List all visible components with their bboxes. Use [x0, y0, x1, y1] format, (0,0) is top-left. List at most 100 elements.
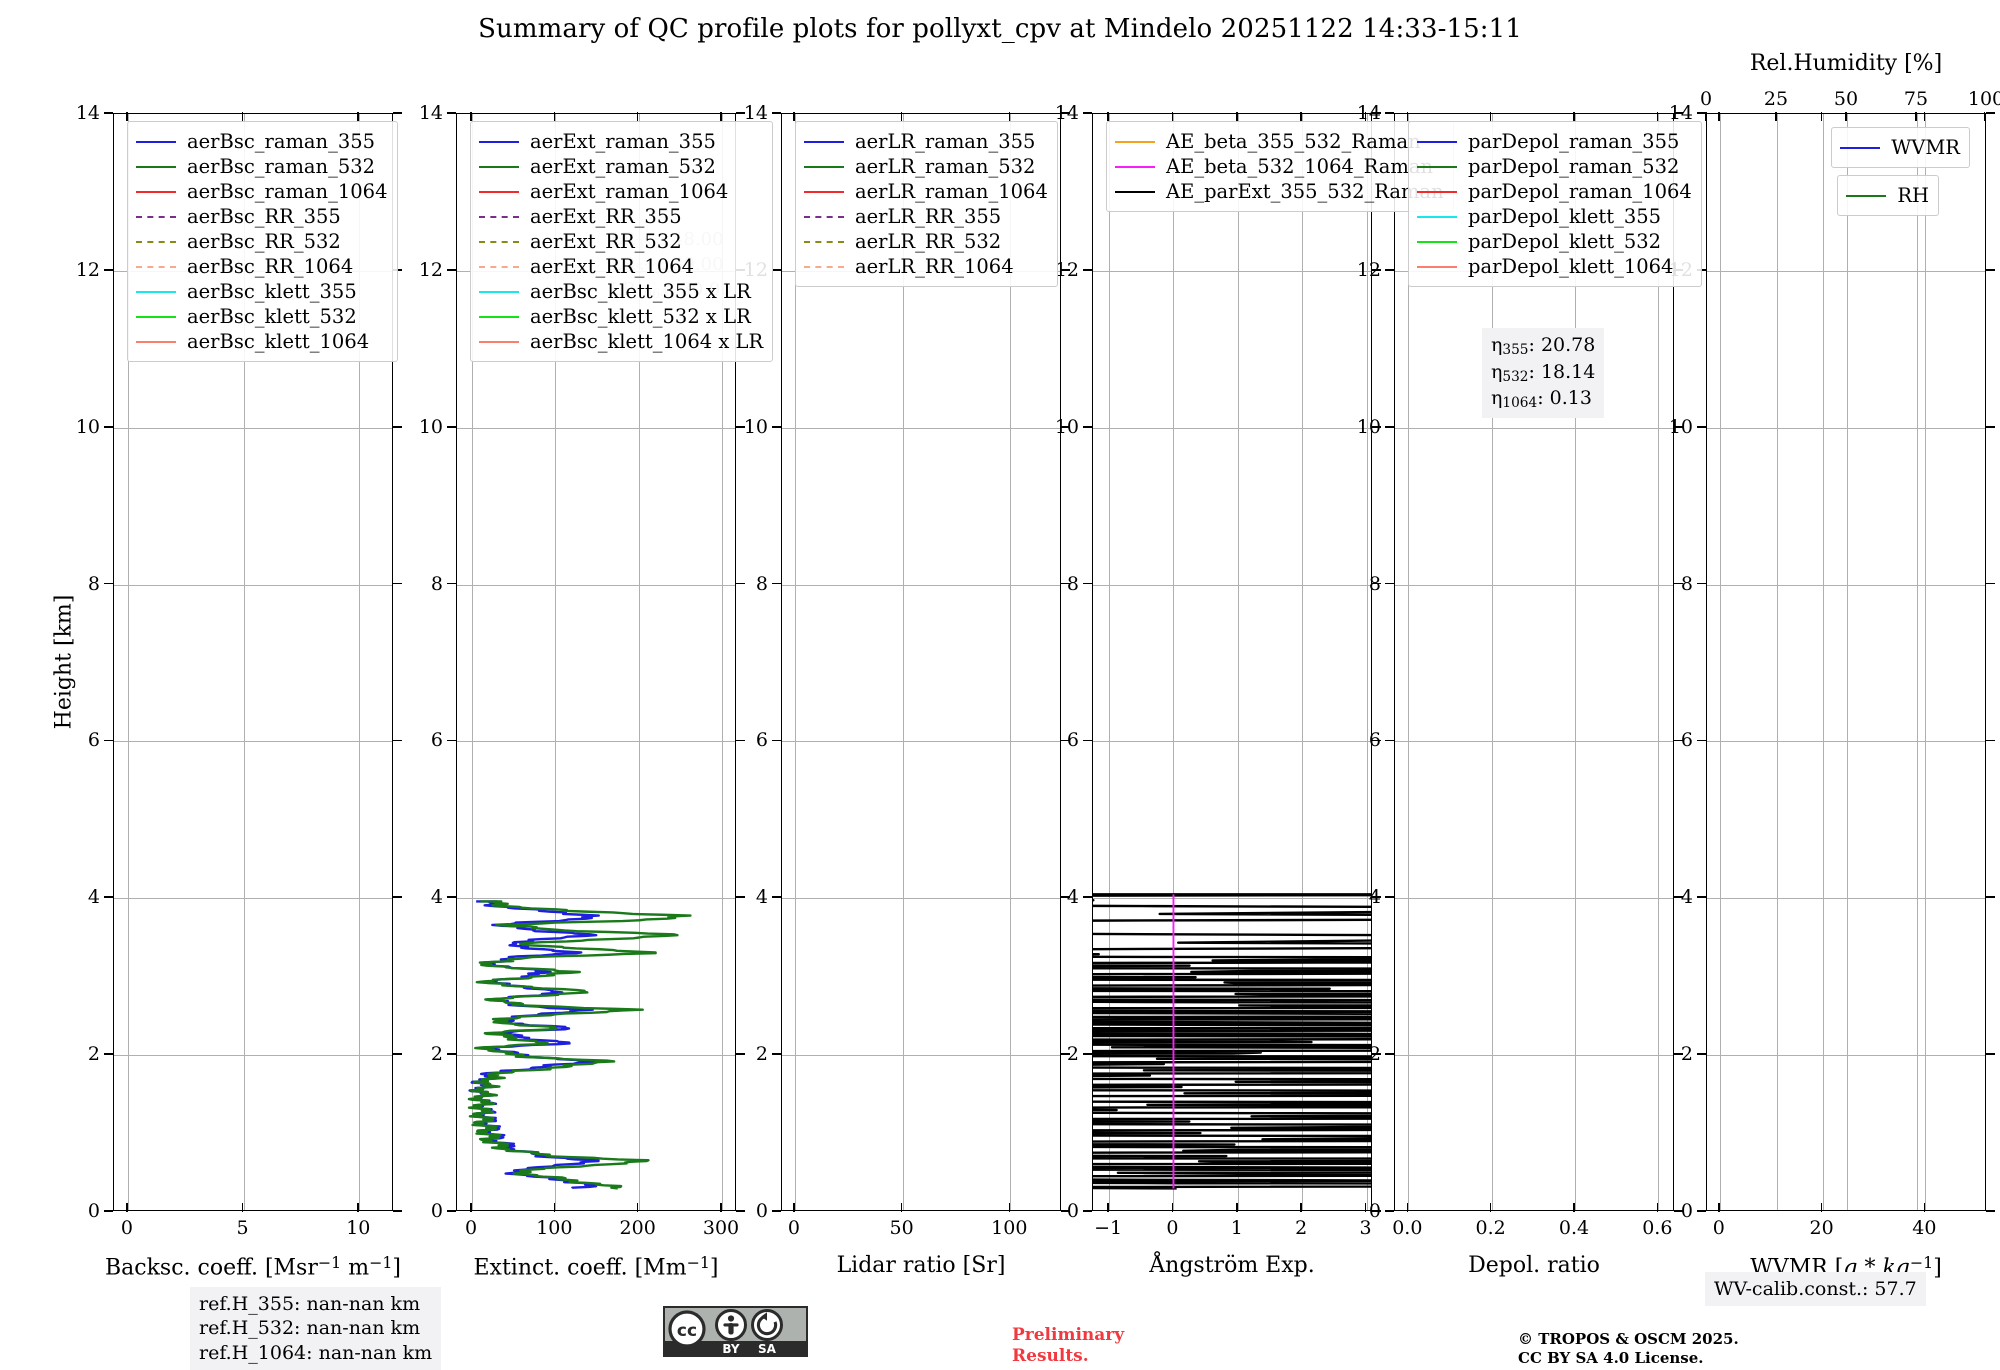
- legend-color-swatch: [479, 165, 519, 168]
- legend-item-aerBsc_raman_355[interactable]: aerBsc_raman_355: [136, 129, 388, 154]
- legend-item-aerLR_RR_355[interactable]: aerLR_RR_355: [804, 204, 1048, 229]
- eta-annotation-line: η532: 18.14: [1491, 360, 1596, 385]
- gridline-horizontal: [1707, 741, 1985, 743]
- legend-item-aerExt_raman_1064[interactable]: aerExt_raman_1064: [479, 179, 763, 204]
- legend-item-aerExt_RR_532[interactable]: aerExt_RR_532: [479, 229, 763, 254]
- legend-label: aerLR_raman_532: [855, 154, 1036, 178]
- legend-wvmr-rh[interactable]: RH: [1837, 175, 1939, 216]
- y-tick-label: 2: [1368, 1043, 1381, 1066]
- data-layer-extinction: [467, 900, 692, 1190]
- x-tick-label: 0: [1166, 1217, 1179, 1239]
- legend-item-aerLR_RR_1064[interactable]: aerLR_RR_1064: [804, 254, 1048, 279]
- legend-item-aerBsc_raman_532[interactable]: aerBsc_raman_532: [136, 154, 388, 179]
- x-axis-tick: [357, 112, 360, 121]
- y-tick-label: 10: [1668, 415, 1693, 438]
- legend-lidar-ratio[interactable]: aerLR_raman_355 aerLR_raman_532 aerLR_rama…: [795, 121, 1058, 287]
- legend-label: AE_beta_532_1064_Raman: [1166, 154, 1434, 178]
- legend-item-parDepol_raman_532[interactable]: parDepol_raman_532: [1417, 154, 1692, 179]
- x-axis-tick: [1820, 112, 1823, 121]
- legend-item-parDepol_klett_532[interactable]: parDepol_klett_532: [1417, 229, 1692, 254]
- legend-item-aerExt_raman_532[interactable]: aerExt_raman_532: [479, 154, 763, 179]
- y-axis-tick: [772, 1210, 781, 1212]
- legend-item-aerLR_raman_355[interactable]: aerLR_raman_355: [804, 129, 1048, 154]
- legend-item-aerBsc_RR_1064[interactable]: aerBsc_RR_1064: [136, 254, 388, 279]
- legend-label: aerExt_raman_355: [530, 129, 716, 153]
- x-axis-title-extinction: Extinct. coeff. [Mm−1]: [473, 1253, 719, 1281]
- x-axis-tick: [1923, 112, 1926, 121]
- plot-area-wvmr: [1706, 113, 1986, 1211]
- legend-item-parDepol_raman_355[interactable]: parDepol_raman_355: [1417, 129, 1692, 154]
- top-tick-label: 50: [1833, 88, 1859, 110]
- legend-item-AE_beta_532_1064_Raman[interactable]: AE_beta_532_1064_Raman: [1115, 154, 1444, 179]
- legend-item-parDepol_raman_1064[interactable]: parDepol_raman_1064: [1417, 179, 1692, 204]
- y-tick-label: 6: [1066, 729, 1079, 752]
- legend-item-parDepol_klett_1064[interactable]: parDepol_klett_1064: [1417, 254, 1692, 279]
- y-axis-tick: [1697, 896, 1706, 899]
- gridline-horizontal: [1395, 1055, 1673, 1057]
- legend-extinction[interactable]: aerExt_raman_355 aerExt_raman_532 aerExt_r…: [470, 121, 774, 362]
- legend-item-aerBsc_klett_532[interactable]: aerBsc_klett_532: [136, 304, 388, 329]
- legend-label: aerBsc_klett_1064 x LR: [530, 329, 764, 353]
- y-tick-label: 12: [1356, 258, 1381, 281]
- y-axis-tick: [104, 582, 113, 585]
- gridline-horizontal: [114, 427, 392, 429]
- legend-item-RH[interactable]: RH: [1846, 183, 1929, 208]
- legend-item-aerBsc_klett_1064 x LR[interactable]: aerBsc_klett_1064 x LR: [479, 329, 763, 354]
- legend-item-aerExt_RR_355[interactable]: aerExt_RR_355: [479, 204, 763, 229]
- y-tick-label: 6: [87, 729, 100, 752]
- y-axis-tick: [104, 269, 113, 271]
- gridline-vertical: [127, 114, 129, 1210]
- legend-label: WVMR: [1891, 135, 1960, 159]
- legend-label: aerLR_RR_1064: [855, 254, 1014, 278]
- legend-item-aerExt_raman_355[interactable]: aerExt_raman_355: [479, 129, 763, 154]
- figure-title: Summary of QC profile plots for pollyxt_…: [478, 14, 1522, 44]
- plot-area-depol-ratio: [1394, 113, 1674, 1211]
- x-tick-label: 40: [1912, 1217, 1937, 1239]
- legend-item-parDepol_klett_355[interactable]: parDepol_klett_355: [1417, 204, 1692, 229]
- legend-item-aerBsc_klett_355[interactable]: aerBsc_klett_355: [136, 279, 388, 304]
- legend-label: parDepol_raman_355: [1468, 129, 1680, 153]
- legend-wvmr[interactable]: WVMR: [1831, 127, 1970, 168]
- legend-item-AE_parExt_355_532_Raman[interactable]: AE_parExt_355_532_Raman: [1115, 179, 1444, 204]
- gridline-horizontal: [114, 898, 392, 900]
- legend-item-aerLR_RR_532[interactable]: aerLR_RR_532: [804, 229, 1048, 254]
- legend-item-aerBsc_klett_355 x LR[interactable]: aerBsc_klett_355 x LR: [479, 279, 763, 304]
- y-tick-label: 14: [1668, 102, 1693, 124]
- legend-angstrom[interactable]: AE_beta_355_532_Raman AE_beta_532_1064_Ra…: [1106, 121, 1454, 212]
- gridline-horizontal: [1395, 741, 1673, 743]
- cc-by-sa-license-badge: cc BY SA: [663, 1306, 808, 1357]
- legend-label: aerLR_raman_355: [855, 129, 1036, 153]
- legend-depol-ratio[interactable]: parDepol_raman_355 parDepol_raman_532 parD…: [1408, 121, 1702, 287]
- legend-backscatter[interactable]: aerBsc_raman_355 aerBsc_raman_532 aerBsc_r…: [127, 121, 398, 362]
- x-axis-tick: [636, 112, 639, 121]
- y-tick-label: 4: [430, 886, 443, 909]
- legend-item-AE_beta_355_532_Raman[interactable]: AE_beta_355_532_Raman: [1115, 129, 1444, 154]
- y-tick-label: 14: [418, 102, 443, 124]
- legend-item-aerBsc_klett_532 x LR[interactable]: aerBsc_klett_532 x LR: [479, 304, 763, 329]
- y-axis-tick: [1385, 112, 1394, 114]
- gridline-horizontal: [457, 1055, 735, 1057]
- legend-item-aerBsc_raman_1064[interactable]: aerBsc_raman_1064: [136, 179, 388, 204]
- legend-label: aerExt_raman_1064: [530, 179, 729, 203]
- gridline-horizontal: [1707, 584, 1985, 586]
- legend-item-aerBsc_RR_355[interactable]: aerBsc_RR_355: [136, 204, 388, 229]
- y-tick-label: 8: [1368, 572, 1381, 595]
- y-tick-label: 4: [1066, 886, 1079, 909]
- legend-item-WVMR[interactable]: WVMR: [1840, 135, 1960, 160]
- y-axis-tick: [1061, 582, 1070, 585]
- legend-item-aerBsc_RR_532[interactable]: aerBsc_RR_532: [136, 229, 388, 254]
- legend-item-aerLR_raman_1064[interactable]: aerLR_raman_1064: [804, 179, 1048, 204]
- y-axis-tick: [1083, 1210, 1092, 1212]
- legend-item-aerLR_raman_532[interactable]: aerLR_raman_532: [804, 154, 1048, 179]
- gridline-vertical: [1302, 114, 1304, 1210]
- legend-label: aerBsc_klett_532: [187, 304, 357, 328]
- y-axis-tick: [1986, 425, 1995, 428]
- x-axis-tick: [1573, 1203, 1575, 1212]
- legend-item-aerBsc_klett_1064[interactable]: aerBsc_klett_1064: [136, 329, 388, 354]
- x-axis-tick: [1300, 112, 1302, 121]
- y-axis-tick: [393, 582, 402, 585]
- y-axis-tick: [772, 896, 781, 899]
- y-axis-tick: [1083, 582, 1092, 585]
- legend-item-aerExt_RR_1064[interactable]: aerExt_RR_1064: [479, 254, 763, 279]
- eta-annotation-line: η1064: 0.13: [1491, 387, 1592, 412]
